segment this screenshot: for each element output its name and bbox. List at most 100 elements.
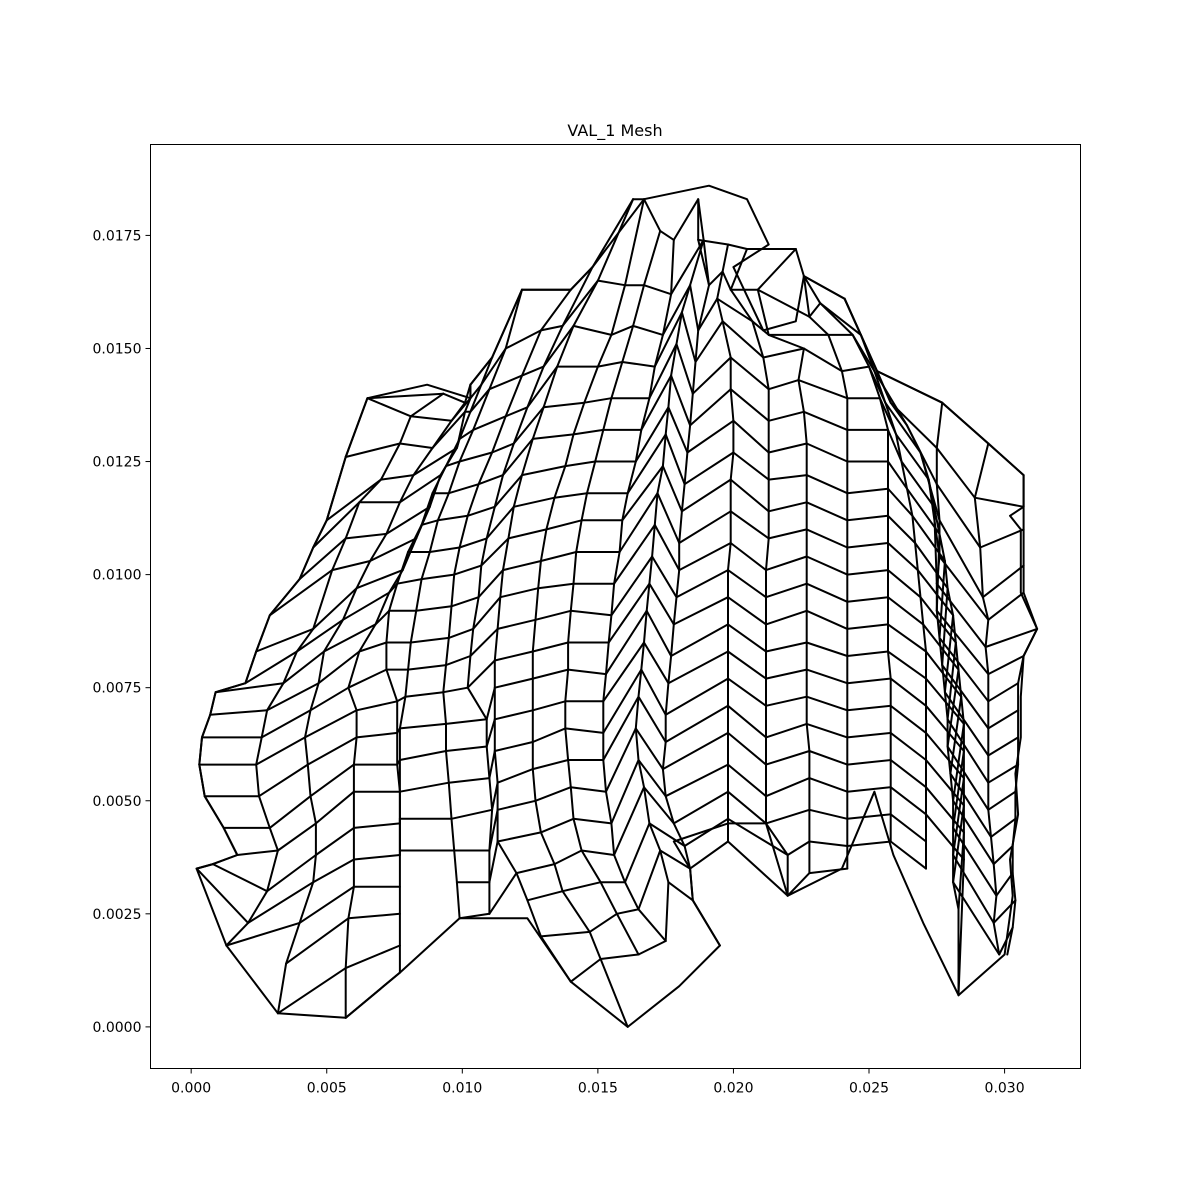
- mesh-edge: [846, 786, 892, 793]
- mesh-edge: [941, 664, 990, 730]
- mesh-edge: [683, 817, 729, 847]
- mesh-edge: [491, 288, 523, 359]
- mesh-edge: [344, 944, 401, 970]
- mesh-edge: [689, 840, 729, 870]
- mesh-edge: [889, 731, 927, 761]
- mesh-edge: [458, 451, 494, 463]
- mesh-edge: [398, 474, 442, 504]
- mesh-edge: [727, 569, 767, 599]
- mesh-edge: [786, 840, 811, 856]
- mesh-edge: [496, 618, 537, 630]
- axes-frame: [150, 144, 1081, 1069]
- mesh-edge: [325, 478, 382, 522]
- mesh-edge: [819, 302, 862, 336]
- mesh-edge: [678, 510, 732, 544]
- mesh-edge: [583, 397, 613, 404]
- mesh-edge: [995, 872, 1014, 897]
- mesh-edge: [767, 410, 805, 422]
- mesh-edge: [496, 799, 537, 811]
- mesh-edge: [398, 442, 434, 449]
- mesh-edge: [846, 650, 889, 657]
- mesh-edge: [607, 582, 651, 644]
- mesh-edge: [808, 302, 822, 318]
- mesh-edge: [255, 736, 306, 766]
- mesh-edge: [268, 569, 334, 617]
- mesh-edge: [493, 709, 534, 721]
- mesh-edge: [466, 659, 496, 689]
- mesh-edge: [618, 492, 659, 553]
- mesh-edge: [610, 555, 654, 617]
- mesh-edge: [952, 826, 998, 897]
- mesh-edge: [531, 641, 570, 653]
- mesh-edge: [453, 564, 483, 576]
- mesh-edge: [591, 198, 635, 269]
- mesh-edge: [358, 641, 388, 653]
- mesh-edge: [613, 523, 656, 585]
- mesh-edge: [553, 849, 583, 866]
- mesh-edge: [889, 759, 927, 789]
- mesh-edge: [721, 320, 765, 359]
- mesh-edge: [255, 627, 315, 653]
- mesh-edge: [805, 555, 849, 576]
- mesh-edge: [610, 759, 640, 825]
- mesh-edge: [502, 560, 542, 572]
- mesh-edge: [935, 483, 982, 549]
- mesh-edge: [987, 736, 1020, 757]
- mesh-edge: [846, 759, 892, 766]
- mesh-edge: [450, 808, 494, 820]
- mesh-edge: [485, 718, 496, 748]
- mesh-edge: [512, 406, 545, 445]
- mesh-edge: [420, 573, 456, 581]
- mesh-edge: [488, 808, 499, 852]
- mesh-edge: [445, 745, 488, 752]
- x-tick-label: 0.030: [985, 1081, 1025, 1097]
- mesh-edge: [214, 682, 285, 694]
- mesh-edge: [656, 492, 681, 544]
- mesh-edge: [613, 786, 645, 856]
- mesh-edge: [442, 686, 469, 694]
- mesh-edge: [727, 243, 748, 250]
- mesh-edge: [987, 763, 1020, 784]
- mesh-edge: [398, 750, 447, 761]
- mesh-edge: [469, 356, 494, 386]
- mesh-edge: [887, 542, 919, 572]
- mesh-edge: [680, 311, 697, 363]
- mesh-edge: [670, 238, 705, 296]
- mesh-edge: [542, 401, 586, 409]
- mesh-edge: [765, 722, 808, 739]
- mesh-edge: [987, 442, 1025, 477]
- mesh-edge: [485, 686, 496, 721]
- mesh-edge: [455, 437, 461, 449]
- mesh-edge: [621, 361, 656, 368]
- mesh-edge: [447, 627, 475, 639]
- mesh-edge: [306, 736, 358, 766]
- mesh-edge: [637, 695, 667, 743]
- mesh-edge: [952, 854, 995, 924]
- mesh-edge: [765, 668, 808, 680]
- x-tick-label: 0.015: [578, 1081, 618, 1097]
- mesh-edge: [952, 881, 1001, 956]
- mesh-edge: [537, 582, 575, 590]
- mesh-edge: [949, 772, 992, 838]
- mesh-edge: [670, 623, 729, 657]
- mesh-grid-line: [602, 238, 675, 942]
- mesh-edge: [664, 677, 729, 716]
- mesh-edge: [691, 356, 732, 395]
- mesh-edge: [887, 487, 914, 517]
- mesh-edge: [344, 532, 388, 540]
- mesh-edge: [602, 695, 640, 761]
- mesh-edge: [946, 668, 960, 748]
- mesh-edge: [309, 763, 355, 798]
- mesh-edge: [952, 804, 965, 884]
- mesh-edge: [900, 460, 936, 508]
- mesh-edge: [282, 650, 325, 685]
- mesh-edge: [678, 542, 732, 572]
- mesh-edge: [637, 849, 662, 911]
- mesh-edge: [919, 596, 957, 644]
- mesh-edge: [409, 415, 453, 422]
- mesh-edge: [727, 623, 767, 653]
- mesh-edge: [632, 324, 664, 336]
- mesh-edge: [667, 650, 729, 685]
- mesh-edge: [765, 777, 811, 798]
